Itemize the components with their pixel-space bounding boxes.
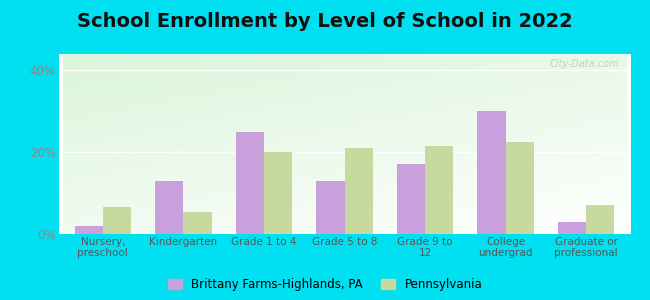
Bar xyxy=(155,181,183,234)
Bar xyxy=(103,207,131,234)
Text: City-Data.com: City-Data.com xyxy=(549,59,619,69)
Bar xyxy=(236,132,264,234)
Bar xyxy=(478,111,506,234)
Bar xyxy=(397,164,425,234)
Bar xyxy=(425,146,453,234)
Bar xyxy=(75,226,103,234)
Bar xyxy=(586,206,614,234)
Bar xyxy=(183,212,211,234)
Bar xyxy=(264,152,292,234)
Bar xyxy=(344,148,372,234)
Text: School Enrollment by Level of School in 2022: School Enrollment by Level of School in … xyxy=(77,12,573,31)
Bar xyxy=(317,181,345,234)
Bar xyxy=(558,222,586,234)
Legend: Brittany Farms-Highlands, PA, Pennsylvania: Brittany Farms-Highlands, PA, Pennsylvan… xyxy=(168,278,482,291)
Bar xyxy=(506,142,534,234)
